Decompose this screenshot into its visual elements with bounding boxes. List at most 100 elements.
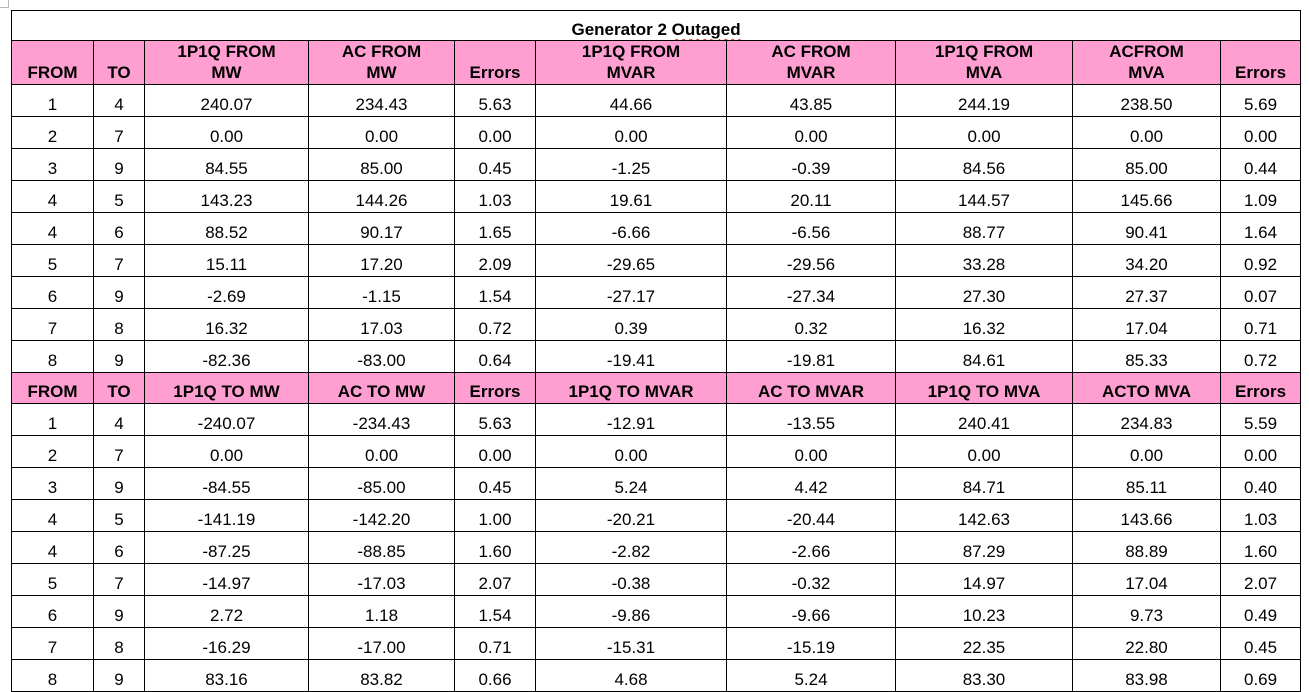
cell-1p1q-mvar[interactable]: 0.39 (535, 308, 727, 341)
cell-errors-mw[interactable]: 0.00 (454, 116, 536, 149)
cell-1p1q-mva[interactable]: 10.23 (895, 595, 1073, 628)
cell-ac-mvar[interactable]: 0.32 (726, 308, 896, 341)
cell-to[interactable]: 9 (93, 148, 145, 181)
cell-errors-mw[interactable]: 0.72 (454, 308, 536, 341)
cell-ac-mw[interactable]: -234.43 (308, 403, 455, 436)
cell-ac-mw[interactable]: -1.15 (308, 276, 455, 309)
cell-from[interactable]: 6 (11, 595, 94, 628)
cell-errors-mw[interactable]: 0.71 (454, 627, 536, 660)
cell-ac-mva[interactable]: 27.37 (1072, 276, 1221, 309)
cell-ac-mva[interactable]: 85.11 (1072, 467, 1221, 500)
cell-1p1q-mva[interactable]: 88.77 (895, 212, 1073, 245)
cell-ac-mw[interactable]: -85.00 (308, 467, 455, 500)
header-from[interactable]: FROM (11, 40, 94, 85)
header-1p1q-mvar[interactable]: 1P1Q TO MVAR (535, 372, 727, 404)
cell-ac-mva[interactable]: 17.04 (1072, 308, 1221, 341)
cell-errors-mw[interactable]: 2.07 (454, 563, 536, 596)
header-1p1q-mva[interactable]: 1P1Q TO MVA (895, 372, 1073, 404)
cell-errors-mw[interactable]: 0.45 (454, 467, 536, 500)
cell-1p1q-mva[interactable]: 84.61 (895, 340, 1073, 373)
cell-to[interactable]: 8 (93, 627, 145, 660)
header-ac-mw[interactable]: AC TO MW (308, 372, 455, 404)
cell-errors-mw[interactable]: 1.60 (454, 531, 536, 564)
cell-from[interactable]: 3 (11, 467, 94, 500)
cell-1p1q-mw[interactable]: 143.23 (144, 180, 309, 213)
cell-errors-mva[interactable]: 2.07 (1219, 563, 1302, 596)
cell-ac-mvar[interactable]: -9.66 (726, 595, 896, 628)
cell-1p1q-mw[interactable]: -141.19 (144, 499, 309, 532)
cell-1p1q-mw[interactable]: 240.07 (144, 84, 309, 117)
cell-1p1q-mw[interactable]: 2.72 (144, 595, 309, 628)
cell-ac-mw[interactable]: -17.03 (308, 563, 455, 596)
cell-errors-mw[interactable]: 5.63 (454, 403, 536, 436)
cell-1p1q-mvar[interactable]: 4.68 (535, 659, 727, 692)
cell-ac-mva[interactable]: 0.00 (1072, 116, 1221, 149)
cell-1p1q-mva[interactable]: 142.63 (895, 499, 1073, 532)
cell-errors-mw[interactable]: 1.03 (454, 180, 536, 213)
cell-1p1q-mvar[interactable]: -29.65 (535, 244, 727, 277)
cell-errors-mva[interactable]: 5.69 (1219, 84, 1302, 117)
cell-1p1q-mvar[interactable]: -6.66 (535, 212, 727, 245)
cell-errors-mva[interactable]: 0.44 (1219, 148, 1302, 181)
cell-ac-mva[interactable]: 85.33 (1072, 340, 1221, 373)
cell-1p1q-mva[interactable]: 240.41 (895, 403, 1073, 436)
cell-to[interactable]: 4 (93, 403, 145, 436)
cell-1p1q-mw[interactable]: 84.55 (144, 148, 309, 181)
cell-1p1q-mvar[interactable]: -1.25 (535, 148, 727, 181)
header-ac-mvar[interactable]: AC FROM MVAR (726, 40, 896, 85)
cell-errors-mva[interactable]: 5.59 (1219, 403, 1302, 436)
cell-ac-mw[interactable]: -88.85 (308, 531, 455, 564)
cell-to[interactable]: 6 (93, 531, 145, 564)
cell-ac-mw[interactable]: 0.00 (308, 116, 455, 149)
cell-1p1q-mw[interactable]: 0.00 (144, 116, 309, 149)
cell-to[interactable]: 9 (93, 276, 145, 309)
cell-1p1q-mva[interactable]: 14.97 (895, 563, 1073, 596)
cell-ac-mva[interactable]: 83.98 (1072, 659, 1221, 692)
cell-errors-mva[interactable]: 0.69 (1219, 659, 1302, 692)
cell-ac-mva[interactable]: 238.50 (1072, 84, 1221, 117)
cell-ac-mw[interactable]: 234.43 (308, 84, 455, 117)
cell-ac-mvar[interactable]: -0.39 (726, 148, 896, 181)
cell-ac-mva[interactable]: 9.73 (1072, 595, 1221, 628)
cell-ac-mva[interactable]: 22.80 (1072, 627, 1221, 660)
cell-from[interactable]: 1 (11, 403, 94, 436)
cell-to[interactable]: 9 (93, 340, 145, 373)
cell-from[interactable]: 1 (11, 84, 94, 117)
cell-from[interactable]: 4 (11, 212, 94, 245)
header-to[interactable]: TO (93, 40, 145, 85)
cell-1p1q-mw[interactable]: 0.00 (144, 435, 309, 468)
cell-from[interactable]: 8 (11, 340, 94, 373)
cell-ac-mvar[interactable]: 0.00 (726, 116, 896, 149)
cell-ac-mva[interactable]: 17.04 (1072, 563, 1221, 596)
cell-ac-mw[interactable]: 144.26 (308, 180, 455, 213)
cell-errors-mva[interactable]: 0.00 (1219, 116, 1302, 149)
cell-1p1q-mvar[interactable]: -2.82 (535, 531, 727, 564)
cell-errors-mw[interactable]: 0.66 (454, 659, 536, 692)
cell-1p1q-mvar[interactable]: 5.24 (535, 467, 727, 500)
cell-to[interactable]: 6 (93, 212, 145, 245)
cell-from[interactable]: 3 (11, 148, 94, 181)
cell-errors-mva[interactable]: 0.00 (1219, 435, 1302, 468)
header-ac-mva[interactable]: ACTO MVA (1072, 372, 1221, 404)
cell-to[interactable]: 5 (93, 180, 145, 213)
cell-1p1q-mvar[interactable]: 0.00 (535, 116, 727, 149)
cell-ac-mva[interactable]: 145.66 (1072, 180, 1221, 213)
cell-errors-mva[interactable]: 0.49 (1219, 595, 1302, 628)
cell-ac-mw[interactable]: -17.00 (308, 627, 455, 660)
cell-ac-mw[interactable]: 85.00 (308, 148, 455, 181)
cell-errors-mw[interactable]: 5.63 (454, 84, 536, 117)
cell-ac-mw[interactable]: 17.03 (308, 308, 455, 341)
header-ac-mvar[interactable]: AC TO MVAR (726, 372, 896, 404)
cell-to[interactable]: 7 (93, 563, 145, 596)
cell-to[interactable]: 9 (93, 467, 145, 500)
cell-from[interactable]: 5 (11, 563, 94, 596)
cell-1p1q-mva[interactable]: 84.56 (895, 148, 1073, 181)
header-1p1q-mvar[interactable]: 1P1Q FROM MVAR (535, 40, 727, 85)
cell-errors-mw[interactable]: 0.00 (454, 435, 536, 468)
cell-1p1q-mw[interactable]: -16.29 (144, 627, 309, 660)
cell-to[interactable]: 9 (93, 595, 145, 628)
header-to[interactable]: TO (93, 372, 145, 404)
header-ac-mva[interactable]: ACFROM MVA (1072, 40, 1221, 85)
cell-ac-mvar[interactable]: -20.44 (726, 499, 896, 532)
cell-from[interactable]: 4 (11, 499, 94, 532)
